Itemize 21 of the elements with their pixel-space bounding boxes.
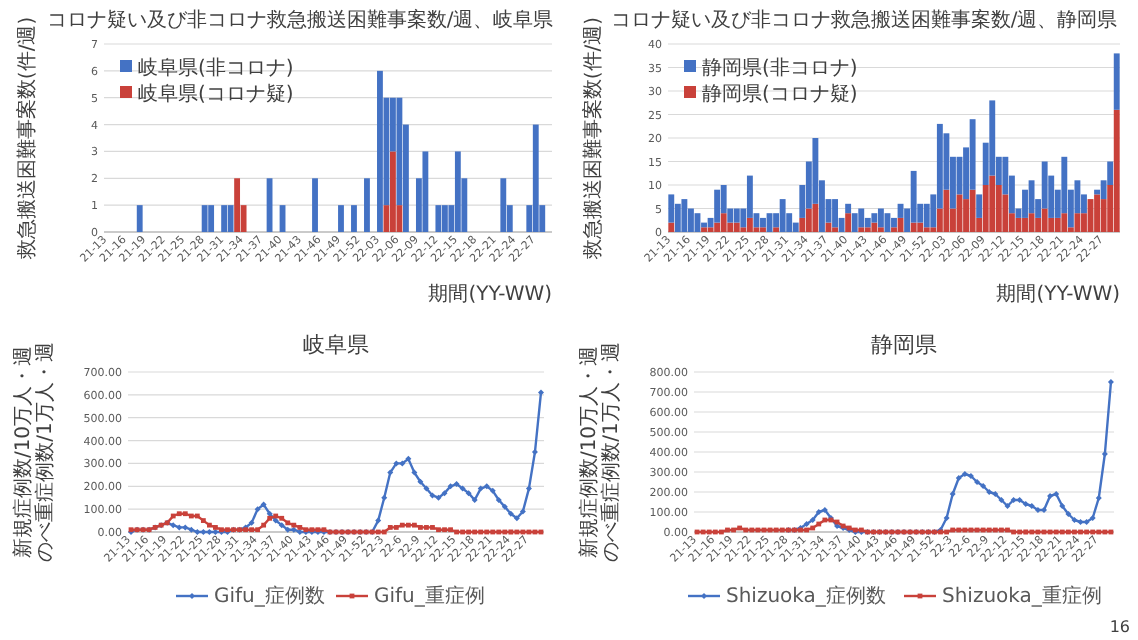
y-axis-title: 救急搬送困難事案数(件/週) — [581, 16, 605, 262]
text: のべ重症例数/1万人・週 — [35, 342, 57, 562]
legend-label: Gifu_症例数 — [214, 584, 325, 608]
legend-label: 岐阜県(非コロナ) — [138, 56, 294, 80]
legend-label: Shizuoka_症例数 — [726, 584, 886, 608]
legend-label: 静岡県(非コロナ) — [702, 56, 858, 80]
chart-title: 静岡県 — [871, 332, 937, 358]
text: 新規症例数/10万人・週 — [13, 345, 35, 559]
chart-title: コロナ疑い及び非コロナ救急搬送困難事案数/週、静岡県 — [610, 8, 1118, 32]
legend-label: 岐阜県(コロナ疑) — [138, 82, 294, 106]
text: 新規症例数/10万人・週 — [579, 345, 601, 559]
legend-label: 静岡県(コロナ疑) — [702, 82, 858, 106]
chart-title: 岐阜県 — [303, 332, 369, 358]
x-axis-title: 期間(YY-WW) — [996, 282, 1121, 306]
legend-label: Shizuoka_重症例 — [942, 584, 1102, 608]
text: 16 — [1109, 618, 1130, 636]
y-axis-title: 救急搬送困難事案数(件/週) — [15, 16, 39, 262]
legend-label: Gifu_重症例 — [374, 584, 485, 608]
x-axis-title: 期間(YY-WW) — [428, 282, 553, 306]
chart-title: コロナ疑い及び非コロナ救急搬送困難事案数/週、岐阜県 — [46, 8, 554, 32]
text: のべ重症例数/1万人・週 — [601, 342, 623, 562]
